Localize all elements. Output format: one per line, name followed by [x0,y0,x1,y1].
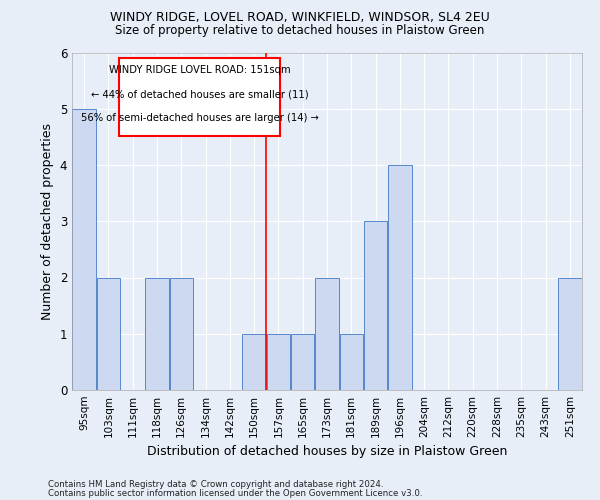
Bar [315,278,339,390]
Bar [145,278,169,390]
Text: Contains HM Land Registry data © Crown copyright and database right 2024.: Contains HM Land Registry data © Crown c… [48,480,383,489]
Text: 56% of semi-detached houses are larger (14) →: 56% of semi-detached houses are larger (… [80,114,319,123]
X-axis label: Distribution of detached houses by size in Plaistow Green: Distribution of detached houses by size … [147,446,507,458]
Bar [388,165,412,390]
Bar [364,221,388,390]
Text: ← 44% of detached houses are smaller (11): ← 44% of detached houses are smaller (11… [91,89,308,99]
FancyBboxPatch shape [119,58,280,136]
Bar [242,334,266,390]
Bar [170,278,193,390]
Bar [340,334,363,390]
Bar [97,278,120,390]
Text: Contains public sector information licensed under the Open Government Licence v3: Contains public sector information licen… [48,490,422,498]
Bar [291,334,314,390]
Bar [558,278,581,390]
Text: WINDY RIDGE LOVEL ROAD: 151sqm: WINDY RIDGE LOVEL ROAD: 151sqm [109,65,290,75]
Bar [73,109,96,390]
Text: WINDY RIDGE, LOVEL ROAD, WINKFIELD, WINDSOR, SL4 2EU: WINDY RIDGE, LOVEL ROAD, WINKFIELD, WIND… [110,12,490,24]
Bar [266,334,290,390]
Text: Size of property relative to detached houses in Plaistow Green: Size of property relative to detached ho… [115,24,485,37]
Y-axis label: Number of detached properties: Number of detached properties [41,122,54,320]
